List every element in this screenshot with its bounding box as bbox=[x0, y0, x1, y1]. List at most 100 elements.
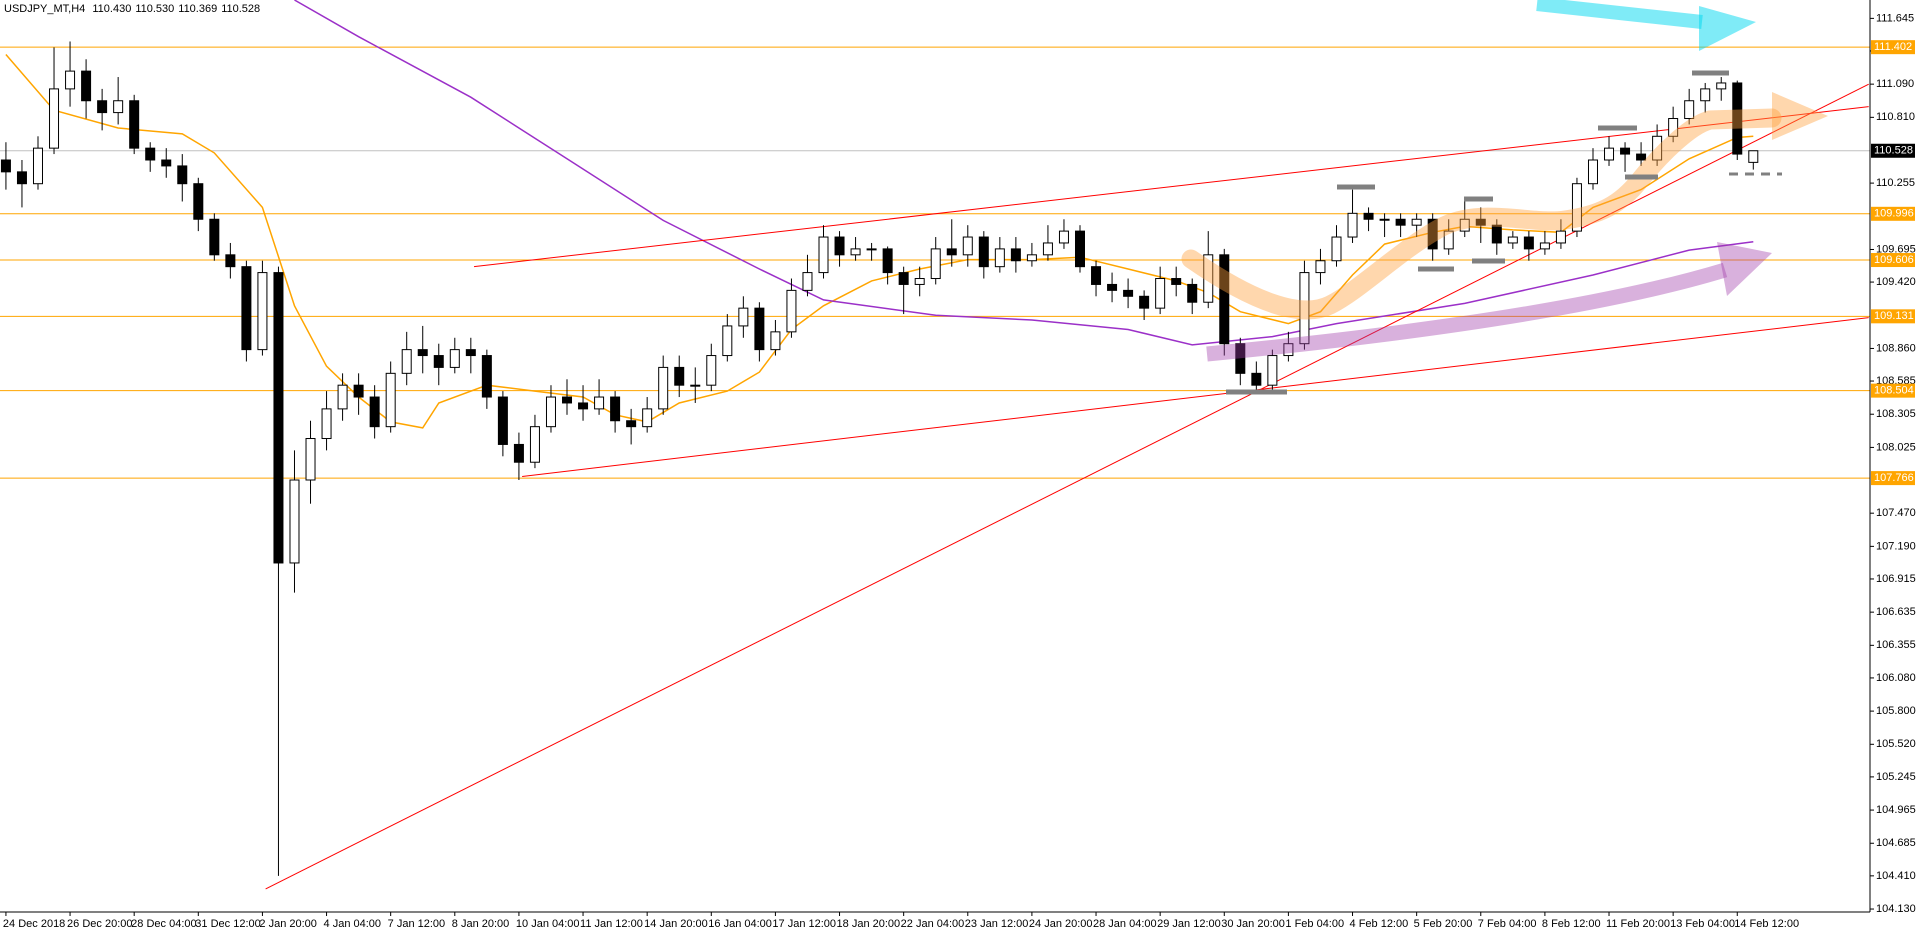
candle-body bbox=[578, 402, 589, 410]
candle-body bbox=[1058, 230, 1069, 244]
candle-body bbox=[882, 248, 893, 274]
candle-body bbox=[401, 349, 412, 374]
candle-body bbox=[1652, 135, 1663, 161]
x-tick-label: 1 Feb 04:00 bbox=[1285, 918, 1344, 930]
moving-average bbox=[5, 54, 1754, 429]
x-tick-label: 18 Jan 20:00 bbox=[837, 918, 901, 930]
candle-body bbox=[417, 349, 428, 357]
x-tick-label: 13 Feb 04:00 bbox=[1670, 918, 1735, 930]
candle-body bbox=[1123, 289, 1134, 297]
candle-body bbox=[209, 218, 220, 256]
candle-body bbox=[97, 100, 108, 114]
candle-body bbox=[786, 289, 797, 333]
x-tick-label: 4 Jan 04:00 bbox=[324, 918, 382, 930]
candle-body bbox=[1251, 372, 1262, 386]
candle-body bbox=[1379, 218, 1390, 221]
y-tick-label: 105.520 bbox=[1876, 738, 1916, 750]
candle-body bbox=[257, 272, 268, 351]
candle-body bbox=[305, 438, 316, 481]
marker-group bbox=[1226, 70, 1782, 395]
candle-body bbox=[866, 248, 877, 251]
x-tick-label: 24 Jan 20:00 bbox=[1029, 918, 1093, 930]
y-tick-label: 105.245 bbox=[1876, 771, 1916, 783]
candle-body bbox=[1668, 118, 1679, 137]
x-tick-label: 5 Feb 20:00 bbox=[1414, 918, 1473, 930]
level-label-box bbox=[1871, 40, 1915, 55]
candle-body bbox=[545, 396, 556, 428]
cyan-arrow-shaft bbox=[1536, 0, 1703, 29]
candle-body bbox=[562, 396, 573, 404]
y-tick-label: 106.635 bbox=[1876, 606, 1916, 618]
candle-body bbox=[1315, 260, 1326, 274]
candle-body bbox=[1219, 254, 1230, 345]
candle-body bbox=[145, 147, 156, 161]
candle-body bbox=[1042, 242, 1053, 256]
candle-body bbox=[241, 266, 252, 351]
level-label-box bbox=[1871, 383, 1915, 398]
candle-body bbox=[529, 426, 540, 463]
candle-body bbox=[1636, 153, 1647, 161]
x-tick-label: 11 Jan 12:00 bbox=[580, 918, 643, 930]
candle-body bbox=[1347, 212, 1358, 238]
x-tick-label: 22 Jan 04:00 bbox=[901, 918, 965, 930]
x-tick-label: 8 Jan 20:00 bbox=[452, 918, 510, 930]
candle-body bbox=[738, 307, 749, 327]
y-tick-label: 110.255 bbox=[1876, 177, 1915, 189]
y-tick-label: 111.645 bbox=[1876, 12, 1914, 24]
candle-body bbox=[1091, 266, 1102, 285]
y-tick-label: 110.810 bbox=[1876, 111, 1915, 123]
level-label-box bbox=[1871, 206, 1915, 221]
trendline bbox=[473, 106, 1869, 268]
purple-arrow-head bbox=[1717, 242, 1772, 296]
y-tick-label: 108.860 bbox=[1876, 342, 1916, 354]
y-tick-label: 107.190 bbox=[1876, 540, 1916, 552]
candle-body bbox=[129, 100, 140, 149]
candle-body bbox=[1523, 236, 1534, 250]
candle-body bbox=[1155, 278, 1166, 309]
candle-body bbox=[834, 236, 845, 256]
candle-body bbox=[1139, 295, 1150, 309]
x-tick-label: 10 Jan 04:00 bbox=[516, 918, 580, 930]
x-tick-label: 7 Feb 04:00 bbox=[1478, 918, 1537, 930]
candle-body bbox=[1491, 224, 1502, 244]
candle-body bbox=[385, 372, 396, 428]
candle-body bbox=[658, 366, 669, 410]
candle-body bbox=[994, 248, 1005, 268]
candle-body bbox=[497, 396, 508, 445]
candle-body bbox=[1395, 218, 1406, 226]
candle-body bbox=[1026, 254, 1037, 262]
candle-body bbox=[706, 355, 717, 386]
candle-body bbox=[1235, 343, 1246, 374]
candle-body bbox=[1283, 343, 1294, 357]
candle-body bbox=[1074, 230, 1085, 268]
candle-body bbox=[722, 325, 733, 357]
x-tick-label: 28 Jan 04:00 bbox=[1093, 918, 1157, 930]
candle-body bbox=[337, 384, 348, 410]
y-tick-label: 104.685 bbox=[1876, 837, 1916, 849]
y-tick-label: 108.305 bbox=[1876, 408, 1916, 420]
candle-body bbox=[1171, 278, 1182, 285]
y-tick-label: 111.090 bbox=[1876, 78, 1914, 90]
symbol: USDJPY_MT,H4 bbox=[4, 3, 86, 15]
x-tick-label: 7 Jan 12:00 bbox=[388, 918, 446, 930]
chart-header: USDJPY_MT,H4 110.430 110.530 110.369 110.52… bbox=[4, 3, 264, 15]
candle-body bbox=[353, 384, 364, 398]
candle-body bbox=[690, 384, 701, 387]
x-tick-label: 28 Dec 04:00 bbox=[131, 918, 196, 930]
candle-body bbox=[1475, 218, 1486, 226]
candle-body bbox=[81, 70, 92, 102]
y-tick-label: 109.420 bbox=[1876, 276, 1916, 288]
candle-body bbox=[1187, 283, 1198, 303]
candle-body bbox=[225, 254, 236, 268]
candle-body bbox=[481, 355, 492, 398]
x-tick-label: 14 Jan 20:00 bbox=[644, 918, 708, 930]
current-price-label: 110.528 bbox=[1874, 145, 1913, 157]
candle-body bbox=[626, 420, 637, 428]
candle-body bbox=[113, 100, 124, 114]
x-tick-label: 2 Jan 20:00 bbox=[259, 918, 317, 930]
candle-body bbox=[1411, 218, 1422, 226]
y-tick-label: 108.025 bbox=[1876, 441, 1916, 453]
y-tick-label: 105.800 bbox=[1876, 705, 1916, 717]
